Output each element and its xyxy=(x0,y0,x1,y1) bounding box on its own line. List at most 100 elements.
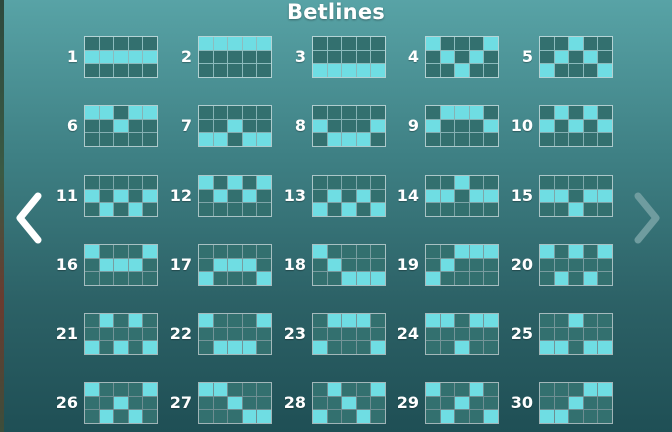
betline-number: 25 xyxy=(510,324,533,343)
lit-cell xyxy=(228,119,242,133)
empty-cell xyxy=(554,64,569,77)
lit-cell xyxy=(569,245,583,258)
next-page-button[interactable] xyxy=(630,192,664,244)
empty-cell xyxy=(554,383,569,396)
empty-cell xyxy=(426,50,440,64)
betline-pattern xyxy=(312,105,386,147)
lit-cell xyxy=(484,410,498,423)
betline-number: 28 xyxy=(283,393,306,412)
empty-cell xyxy=(356,203,371,216)
empty-cell xyxy=(342,189,356,203)
lit-cell xyxy=(199,314,213,327)
lit-cell xyxy=(327,64,342,77)
lit-cell xyxy=(114,341,128,354)
empty-cell xyxy=(356,106,371,119)
lit-cell xyxy=(484,37,498,50)
background-edge xyxy=(0,0,4,432)
betline-number: 24 xyxy=(396,324,419,343)
empty-cell xyxy=(569,64,583,77)
empty-cell xyxy=(583,133,598,146)
empty-cell xyxy=(455,119,469,133)
betline-pattern xyxy=(425,175,499,217)
empty-cell xyxy=(554,245,569,258)
lit-cell xyxy=(242,189,257,203)
empty-cell xyxy=(426,245,440,258)
lit-cell xyxy=(114,50,128,64)
empty-cell xyxy=(327,106,342,119)
lit-cell xyxy=(371,272,385,285)
lit-cell xyxy=(598,245,612,258)
empty-cell xyxy=(598,106,612,119)
empty-cell xyxy=(85,258,99,272)
lit-cell xyxy=(569,37,583,50)
lit-cell xyxy=(99,314,114,327)
empty-cell xyxy=(455,314,469,327)
empty-cell xyxy=(569,410,583,423)
empty-cell xyxy=(440,245,455,258)
lit-cell xyxy=(228,396,242,410)
empty-cell xyxy=(213,119,228,133)
empty-cell xyxy=(356,176,371,189)
lit-cell xyxy=(540,341,554,354)
prev-page-button[interactable] xyxy=(12,192,46,244)
empty-cell xyxy=(99,341,114,354)
empty-cell xyxy=(455,410,469,423)
lit-cell xyxy=(99,106,114,119)
empty-cell xyxy=(128,189,143,203)
empty-cell xyxy=(469,396,484,410)
empty-cell xyxy=(342,327,356,341)
empty-cell xyxy=(242,383,257,396)
empty-cell xyxy=(469,410,484,423)
empty-cell xyxy=(114,245,128,258)
empty-cell xyxy=(242,396,257,410)
empty-cell xyxy=(540,396,554,410)
empty-cell xyxy=(554,258,569,272)
lit-cell xyxy=(356,133,371,146)
empty-cell xyxy=(371,37,385,50)
betline-pattern xyxy=(312,313,386,355)
lit-cell xyxy=(242,410,257,423)
betline-number: 3 xyxy=(294,47,306,66)
empty-cell xyxy=(313,314,327,327)
empty-cell xyxy=(554,203,569,216)
betline-pattern xyxy=(425,313,499,355)
empty-cell xyxy=(143,119,157,133)
empty-cell xyxy=(313,258,327,272)
empty-cell xyxy=(85,176,99,189)
lit-cell xyxy=(128,410,143,423)
lit-cell xyxy=(426,383,440,396)
lit-cell xyxy=(371,64,385,77)
empty-cell xyxy=(99,327,114,341)
betline-pattern xyxy=(539,36,613,78)
betline-number: 23 xyxy=(283,324,306,343)
empty-cell xyxy=(371,245,385,258)
lit-cell xyxy=(242,258,257,272)
empty-cell xyxy=(356,119,371,133)
betline-pattern xyxy=(84,175,158,217)
empty-cell xyxy=(199,327,213,341)
empty-cell xyxy=(114,383,128,396)
empty-cell xyxy=(327,37,342,50)
empty-cell xyxy=(540,272,554,285)
empty-cell xyxy=(554,176,569,189)
lit-cell xyxy=(583,383,598,396)
empty-cell xyxy=(356,341,371,354)
empty-cell xyxy=(469,272,484,285)
empty-cell xyxy=(257,119,271,133)
empty-cell xyxy=(257,64,271,77)
empty-cell xyxy=(313,327,327,341)
empty-cell xyxy=(583,203,598,216)
lit-cell xyxy=(426,189,440,203)
empty-cell xyxy=(554,314,569,327)
empty-cell xyxy=(128,245,143,258)
empty-cell xyxy=(583,396,598,410)
empty-cell xyxy=(569,133,583,146)
empty-cell xyxy=(569,176,583,189)
empty-cell xyxy=(228,383,242,396)
empty-cell xyxy=(128,383,143,396)
empty-cell xyxy=(143,37,157,50)
lit-cell xyxy=(540,245,554,258)
empty-cell xyxy=(99,64,114,77)
empty-cell xyxy=(540,106,554,119)
empty-cell xyxy=(440,396,455,410)
